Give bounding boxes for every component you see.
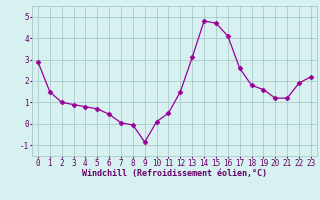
X-axis label: Windchill (Refroidissement éolien,°C): Windchill (Refroidissement éolien,°C): [82, 169, 267, 178]
